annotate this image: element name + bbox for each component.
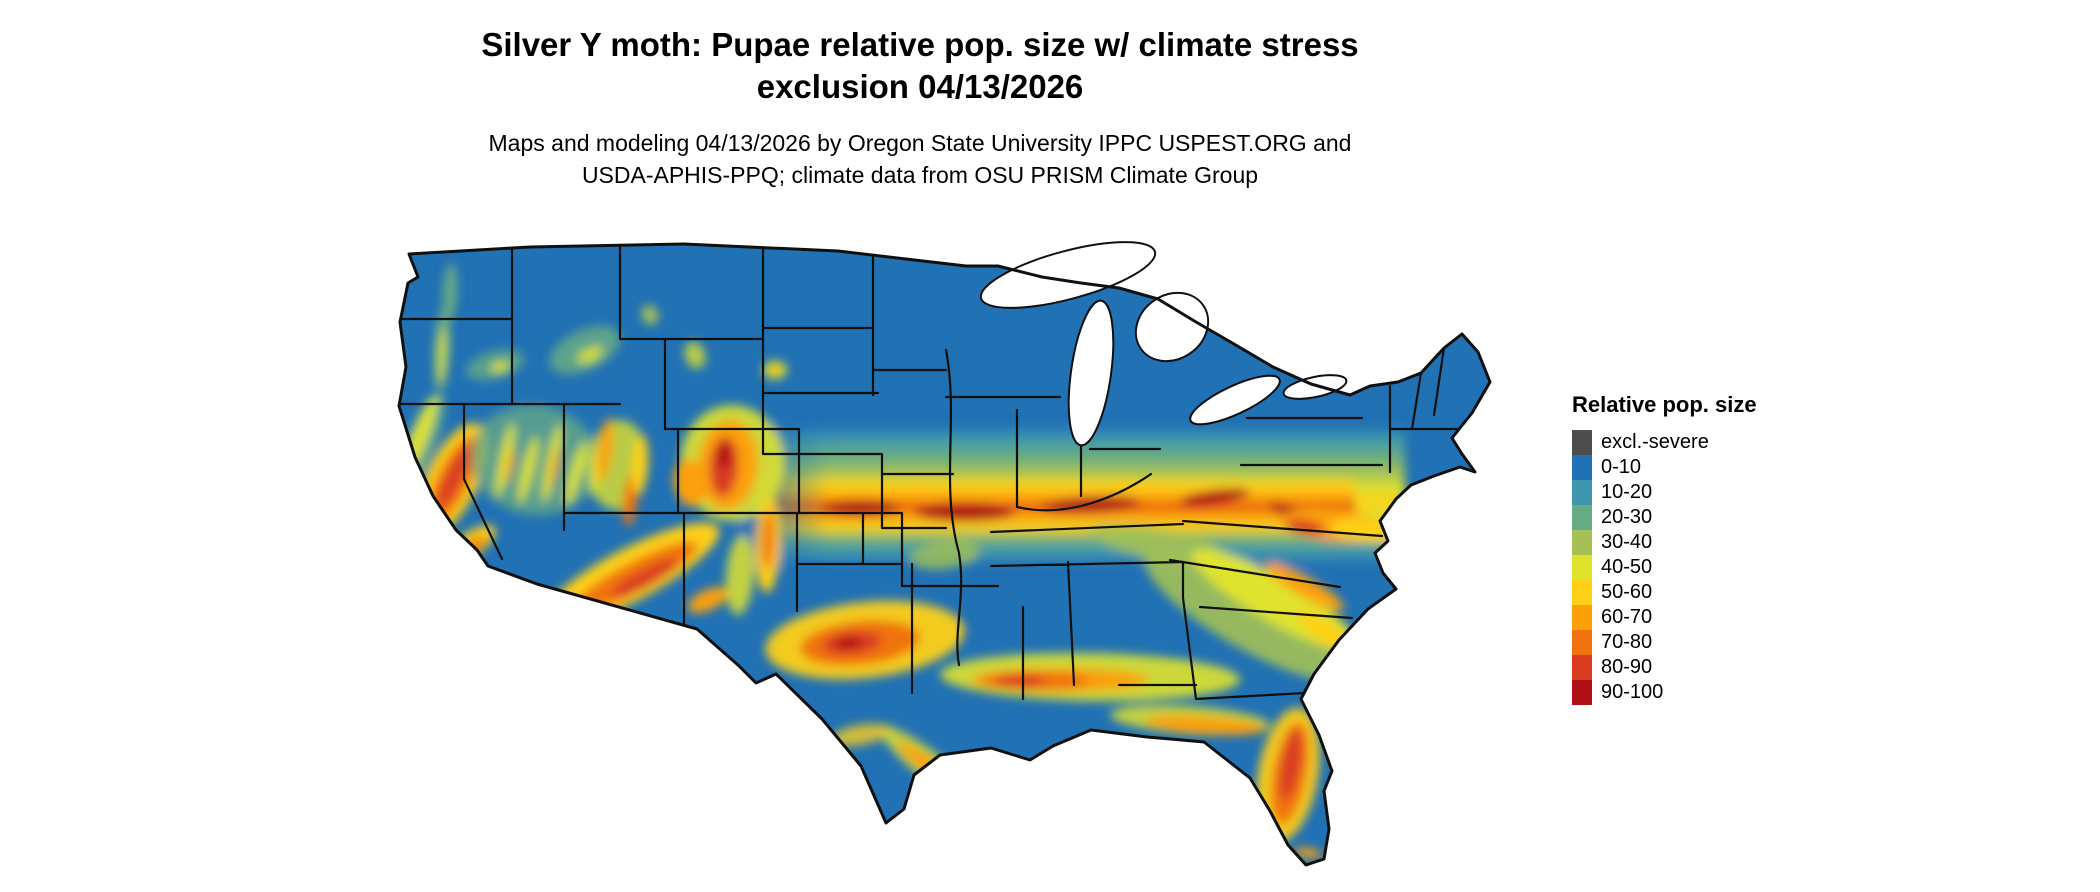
legend-label: 30-40 bbox=[1601, 531, 1653, 553]
legend: Relative pop. size excl.-severe 0-10 10-… bbox=[1572, 392, 1822, 705]
legend-item: 0-10 bbox=[1572, 455, 1822, 480]
us-border-outline bbox=[397, 242, 1492, 867]
legend-label: 50-60 bbox=[1601, 581, 1653, 603]
legend-swatch bbox=[1572, 605, 1592, 630]
legend-items: excl.-severe 0-10 10-20 20-30 30-40 40-5… bbox=[1572, 430, 1822, 705]
legend-item: 70-80 bbox=[1572, 630, 1822, 655]
legend-swatch bbox=[1572, 480, 1592, 505]
map-title: Silver Y moth: Pupae relative pop. size … bbox=[0, 24, 1840, 108]
legend-item: 40-50 bbox=[1572, 555, 1822, 580]
map-subtitle: Maps and modeling 04/13/2026 by Oregon S… bbox=[0, 128, 1840, 190]
legend-item: 50-60 bbox=[1572, 580, 1822, 605]
us-map bbox=[300, 215, 1530, 890]
state-borders bbox=[399, 244, 1462, 701]
legend-swatch bbox=[1572, 555, 1592, 580]
legend-item: 80-90 bbox=[1572, 655, 1822, 680]
legend-item: 90-100 bbox=[1572, 680, 1822, 705]
legend-swatch bbox=[1572, 655, 1592, 680]
legend-item: 20-30 bbox=[1572, 505, 1822, 530]
legend-label: 20-30 bbox=[1601, 506, 1653, 528]
legend-title: Relative pop. size bbox=[1572, 392, 1757, 417]
legend-swatch bbox=[1572, 630, 1592, 655]
legend-label: 80-90 bbox=[1601, 656, 1653, 678]
legend-label: 90-100 bbox=[1601, 681, 1664, 703]
map-title-line2: exclusion 04/13/2026 bbox=[756, 68, 1084, 106]
legend-label: 10-20 bbox=[1601, 481, 1653, 503]
legend-item: excl.-severe bbox=[1572, 430, 1822, 455]
legend-swatch bbox=[1572, 455, 1592, 480]
legend-swatch bbox=[1572, 580, 1592, 605]
legend-label: 40-50 bbox=[1601, 556, 1653, 578]
legend-swatch bbox=[1572, 680, 1592, 705]
map-header: Silver Y moth: Pupae relative pop. size … bbox=[0, 24, 1840, 191]
legend-swatch bbox=[1572, 505, 1592, 530]
legend-item: 10-20 bbox=[1572, 480, 1822, 505]
legend-label: 60-70 bbox=[1601, 606, 1653, 628]
great-lakes bbox=[979, 241, 1348, 447]
legend-swatch bbox=[1572, 530, 1592, 555]
map-subtitle-line2: USDA-APHIS-PPQ; climate data from OSU PR… bbox=[581, 161, 1259, 188]
us-choropleth-map bbox=[397, 241, 1492, 867]
legend-swatch bbox=[1572, 430, 1592, 455]
legend-label: excl.-severe bbox=[1601, 431, 1709, 453]
map-title-line1: Silver Y moth: Pupae relative pop. size … bbox=[481, 26, 1359, 63]
legend-item: 60-70 bbox=[1572, 605, 1822, 630]
legend-item: 30-40 bbox=[1572, 530, 1822, 555]
legend-label: 70-80 bbox=[1601, 631, 1653, 653]
legend-label: 0-10 bbox=[1601, 456, 1642, 478]
map-subtitle-line1: Maps and modeling 04/13/2026 by Oregon S… bbox=[488, 130, 1352, 157]
